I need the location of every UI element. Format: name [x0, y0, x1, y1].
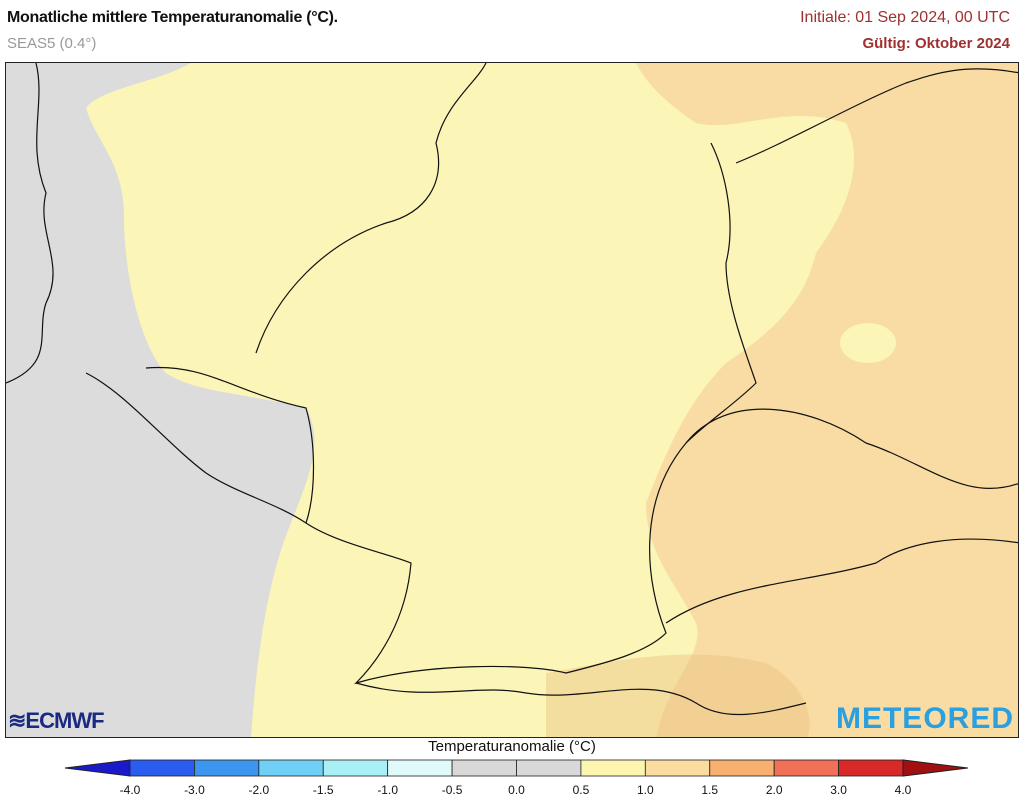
- legend-title: Temperaturanomalie (°C): [428, 738, 596, 755]
- colorbar-tick: 1.5: [701, 783, 719, 797]
- valid-period: Gültig: Oktober 2024: [862, 35, 1010, 52]
- colorbar-bin: [451, 759, 517, 777]
- colorbar-tick: -2.0: [248, 783, 270, 797]
- map-title: Monatliche mittlere Temperaturanomalie (…: [7, 9, 338, 26]
- colorbar-bin: [129, 759, 195, 777]
- colorbar-tick: 0.5: [572, 783, 590, 797]
- country-borders: [6, 63, 1018, 716]
- map-canvas: [6, 63, 1018, 737]
- colorbar-bin: [194, 759, 260, 777]
- anomaly-map: [5, 62, 1019, 738]
- anomaly-area-gray: [6, 63, 315, 737]
- colorbar-bin: [709, 759, 775, 777]
- colorbar-bin: [644, 759, 711, 777]
- colorbar-bin: [516, 759, 582, 777]
- colorbar: [64, 759, 969, 777]
- model-label: SEAS5 (0.4°): [7, 35, 97, 52]
- colorbar-bin: [838, 759, 904, 777]
- anomaly-area-yellow-patch: [840, 323, 896, 363]
- colorbar-tick: 1.0: [636, 783, 654, 797]
- anomaly-area-orange: [636, 63, 1018, 737]
- relief-alps: [546, 654, 810, 737]
- colorbar-below-arrow: [64, 759, 131, 777]
- colorbar-bin: [387, 759, 453, 777]
- colorbar-tick: -1.5: [312, 783, 334, 797]
- colorbar-bin: [773, 759, 839, 777]
- colorbar-above-arrow: [902, 759, 969, 777]
- colorbar-bin: [258, 759, 324, 777]
- colorbar-bin: [322, 759, 389, 777]
- colorbar-tick: 0.0: [508, 783, 525, 797]
- colorbar-tick: -0.5: [441, 783, 463, 797]
- meteored-logo: METEORED: [835, 702, 1014, 735]
- colorbar-tick: -1.0: [377, 783, 398, 797]
- colorbar-tick: 2.0: [765, 783, 783, 797]
- colorbar-tick: -3.0: [184, 783, 205, 797]
- colorbar-tick: -4.0: [119, 783, 141, 797]
- init-time: Initiale: 01 Sep 2024, 00 UTC: [800, 9, 1010, 26]
- colorbar-tick: 4.0: [894, 783, 912, 797]
- colorbar-tick: 3.0: [830, 783, 847, 797]
- colorbar-bin: [580, 759, 646, 777]
- ecmwf-logo: ≋ECMWF: [8, 708, 105, 733]
